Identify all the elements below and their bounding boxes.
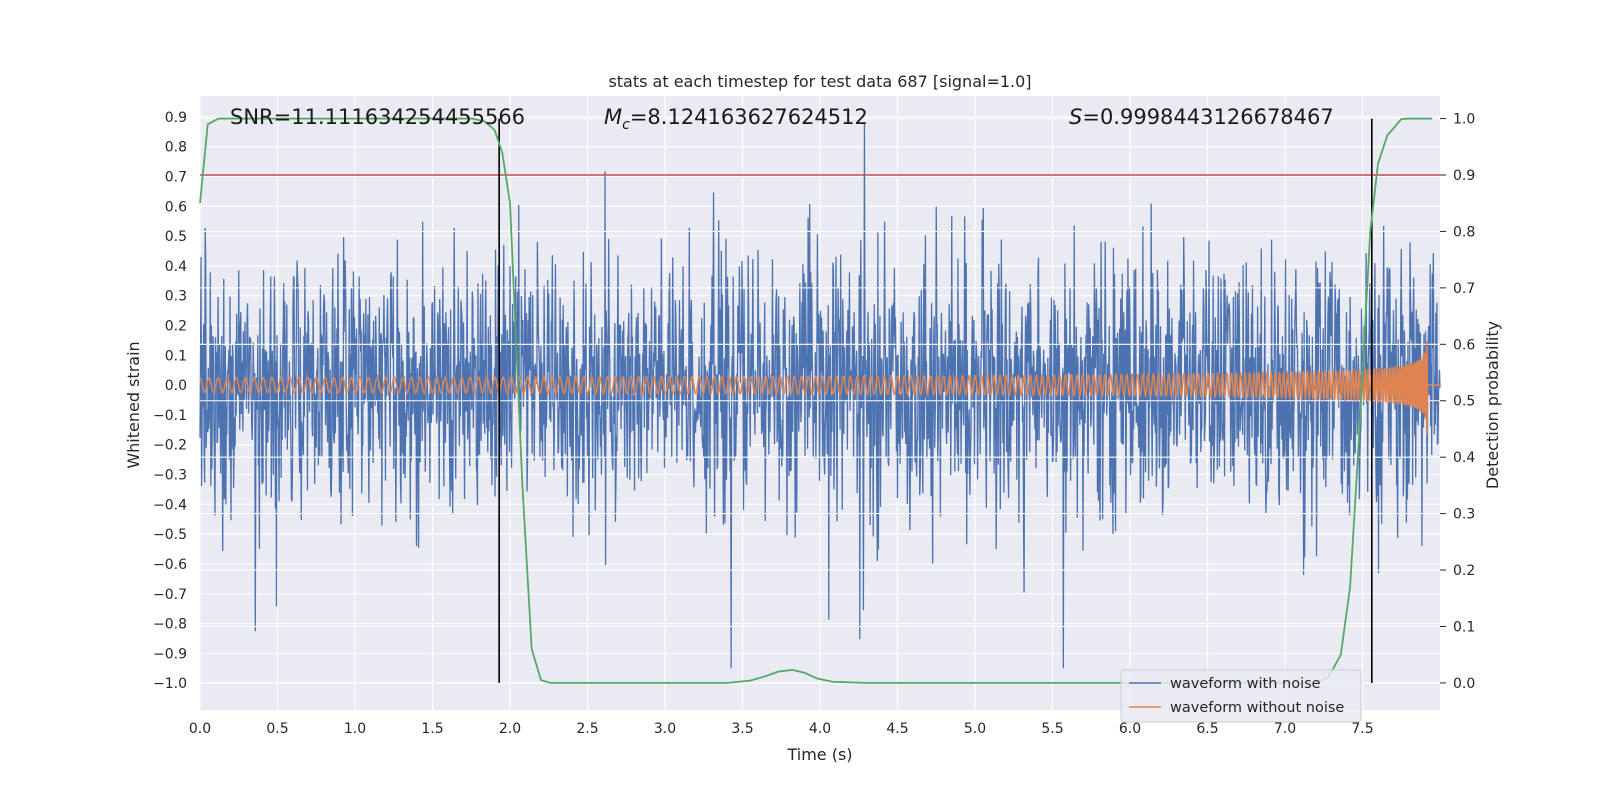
- y-tick-label-left: −0.8: [153, 617, 187, 633]
- y-tick-label-right: 0.0: [1453, 676, 1475, 692]
- waveform-with-noise-line: [199, 122, 1441, 669]
- y-tick-label-left: 0.5: [165, 229, 187, 245]
- x-tick-label: 6.0: [1119, 721, 1141, 737]
- y-tick-label-right: 0.5: [1453, 394, 1475, 410]
- legend: waveform with noise waveform without noi…: [1120, 669, 1362, 723]
- y-tick-label-right: 0.2: [1453, 563, 1475, 579]
- x-tick-label: 2.0: [499, 721, 521, 737]
- chart-title: stats at each timestep for test data 687…: [608, 72, 1031, 91]
- y-tick-label-left: 0.7: [165, 169, 187, 185]
- y-tick-label-right: 0.1: [1453, 619, 1475, 635]
- legend-label-chirp: waveform without noise: [1170, 700, 1344, 716]
- y-tick-label-left: 0.9: [165, 110, 187, 126]
- y-tick-label-left: −0.4: [153, 497, 187, 513]
- waveform-without-noise-line: [199, 341, 1440, 435]
- x-tick-label: 0.5: [266, 721, 288, 737]
- x-tick-label: 1.0: [344, 721, 366, 737]
- legend-box: [1120, 669, 1362, 723]
- x-tick-label: 5.5: [1041, 721, 1063, 737]
- x-tick-label: 7.5: [1351, 721, 1373, 737]
- chirp-mass-subscript: c: [622, 117, 630, 133]
- y-tick-label-left: 0.2: [165, 319, 187, 335]
- y-tick-label-right: 0.3: [1453, 507, 1475, 523]
- y-tick-label-right: 1.0: [1453, 112, 1475, 128]
- detection-probability-line: [199, 117, 1433, 684]
- probability-layer: [199, 117, 1440, 684]
- y-tick-label-left: 0.6: [165, 199, 187, 215]
- chirp-mass-annotation: Mc=8.124163627624512: [604, 105, 868, 133]
- score-symbol: S: [1069, 105, 1082, 129]
- x-tick-label: 3.0: [654, 721, 676, 737]
- x-tick-label: 4.0: [809, 721, 831, 737]
- x-tick-label: 7.0: [1274, 721, 1296, 737]
- score-annotation: S=0.9998443126678467: [1069, 105, 1334, 129]
- legend-label-noise: waveform with noise: [1170, 676, 1321, 692]
- y-tick-label-right: 0.6: [1453, 337, 1475, 353]
- x-tick-label: 0.0: [189, 721, 211, 737]
- snr-annotation: SNR=11.111634254455566: [230, 105, 525, 129]
- x-axis-label: Time (s): [786, 745, 852, 764]
- y-axis-right-label: Detection probability: [1483, 321, 1502, 489]
- y-tick-label-left: 0.3: [165, 289, 187, 305]
- y-tick-label-right: 0.8: [1453, 224, 1475, 240]
- x-tick-label: 6.5: [1196, 721, 1218, 737]
- score-value: =0.9998443126678467: [1082, 105, 1333, 129]
- y-tick-label-left: −0.2: [153, 438, 187, 454]
- y-tick-label-right: 0.9: [1453, 168, 1475, 184]
- x-tick-label: 3.5: [731, 721, 753, 737]
- y-tick-label-right: 0.7: [1453, 281, 1475, 297]
- y-tick-label-left: −0.3: [153, 468, 187, 484]
- y-tick-label-left: 0.1: [165, 348, 187, 364]
- x-tick-label: 4.5: [886, 721, 908, 737]
- y-tick-label-right: 0.4: [1453, 450, 1475, 466]
- y-tick-label-left: −0.5: [153, 527, 187, 543]
- y-tick-label-left: 0.4: [165, 259, 187, 275]
- y-tick-label-left: 0.8: [165, 140, 187, 156]
- y-axis-left-label: Whitened strain: [124, 341, 143, 468]
- y-tick-label-left: −0.7: [153, 587, 187, 603]
- x-tick-label: 5.0: [964, 721, 986, 737]
- axis-ticks: 0.0 0.5 1.0 1.5 2.0 2.5 3.0 3.5 4.0 4.5 5.0 5.5 6.0 6…: [153, 110, 1475, 737]
- y-tick-label-left: −0.9: [153, 646, 187, 662]
- x-tick-label: 1.5: [421, 721, 443, 737]
- y-tick-label-left: 0.0: [165, 378, 187, 394]
- y-tick-label-left: −0.6: [153, 557, 187, 573]
- waveform-without-noise-layer: [199, 341, 1440, 435]
- y-tick-label-left: −1.0: [153, 676, 187, 692]
- chirp-mass-value: =8.124163627624512: [630, 105, 868, 129]
- x-tick-label: 2.5: [576, 721, 598, 737]
- y-tick-label-left: −0.1: [153, 408, 187, 424]
- chirp-mass-symbol: M: [604, 105, 622, 129]
